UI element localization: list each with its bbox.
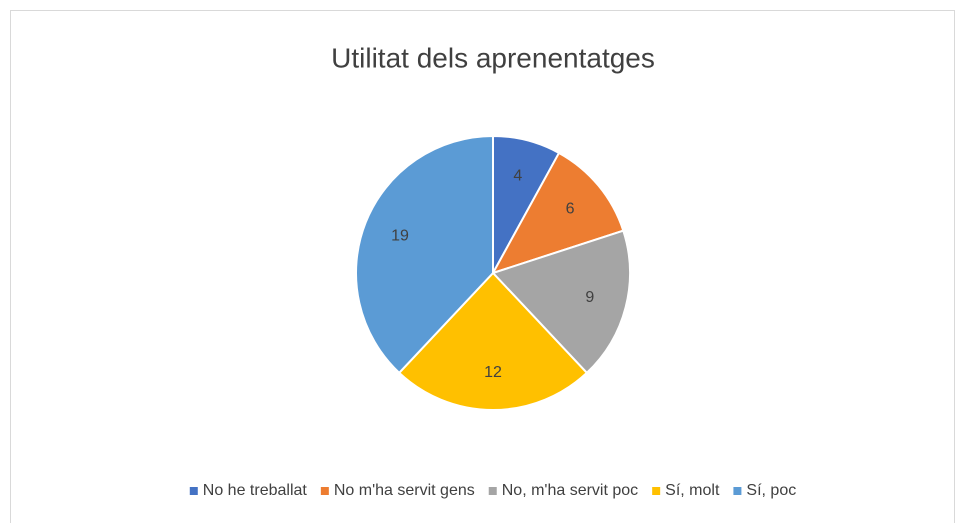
legend-label: Sí, poc: [746, 482, 796, 499]
chart-title: Utilitat dels aprenentatges: [331, 42, 655, 73]
legend-marker: [320, 487, 329, 495]
legend-marker: [733, 487, 742, 495]
pie-slice: [355, 134, 494, 375]
legend-marker: [189, 487, 198, 495]
legend-label: No m'ha servit gens: [334, 482, 475, 499]
data-label: 9: [585, 289, 594, 306]
legend-label: No he treballat: [203, 482, 308, 499]
legend-label: Sí, molt: [665, 482, 720, 499]
data-label: 12: [484, 364, 502, 381]
pie-slice: [490, 151, 625, 275]
data-label: 4: [513, 167, 522, 184]
legend-marker: [652, 487, 661, 495]
data-label: 6: [566, 200, 575, 217]
pie-slice: [491, 229, 631, 375]
legend-label: No, m'ha servit poc: [502, 482, 638, 499]
data-label: 19: [391, 227, 409, 244]
pie-slice: [397, 271, 589, 411]
legend-marker: [488, 487, 497, 495]
